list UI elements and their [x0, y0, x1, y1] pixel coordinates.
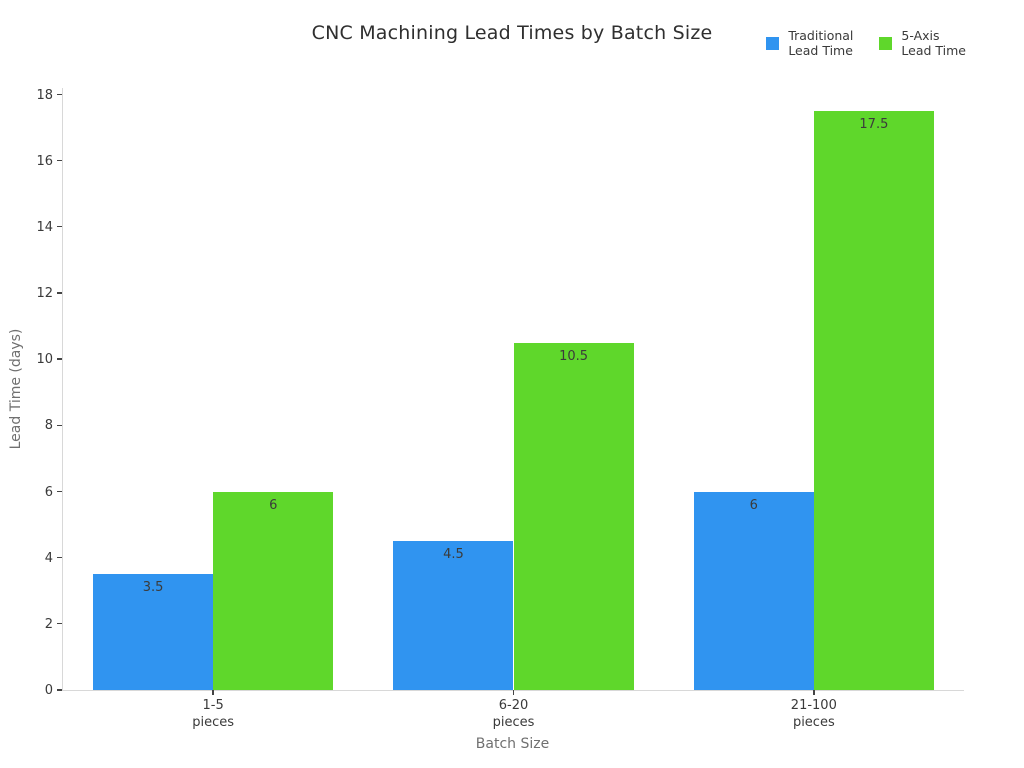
- y-tick-label: 12: [36, 286, 53, 302]
- y-tick-label: 6: [44, 484, 53, 500]
- y-tick-mark: [57, 556, 62, 559]
- y-tick-mark: [57, 159, 62, 162]
- plot-area: 0 2 4 6 8 10 12 14 16 18 1-5 pieces 3.5 6 6-20 pieces…: [36, 88, 964, 730]
- y-tick-mark: [57, 226, 62, 228]
- y-tick-label: 10: [36, 352, 53, 368]
- bar-traditional: 6: [693, 491, 814, 690]
- y-tick-label: 0: [44, 683, 53, 698]
- y-tick-mark: [57, 424, 62, 426]
- y-tick-mark: [57, 689, 62, 691]
- legend-item-traditional: Traditional Lead Time: [766, 28, 853, 58]
- chart-legend: Traditional Lead Time 5-Axis Lead Time: [766, 28, 966, 58]
- x-axis-title: Batch Size: [475, 736, 550, 752]
- bar-traditional: 4.5: [393, 541, 514, 690]
- bar-traditional: 3.5: [93, 574, 214, 690]
- y-tick-mark: [57, 490, 62, 493]
- chart-title: CNC Machining Lead Times by Batch Size: [311, 22, 713, 44]
- bar-value-label: 3.5: [142, 580, 164, 596]
- y-tick-mark: [57, 358, 62, 360]
- x-tick-mark: [813, 690, 815, 695]
- y-tick-label: 4: [44, 550, 53, 566]
- x-tick-label: 1-5 pieces: [192, 698, 235, 730]
- bar-5axis: 17.5: [813, 111, 934, 690]
- bar-value-label: 4.5: [443, 547, 464, 563]
- x-tick-label: 6-20 pieces: [492, 698, 535, 730]
- y-tick-mark: [57, 622, 62, 625]
- x-tick-label: 21-100 pieces: [790, 698, 837, 730]
- y-tick-label: 18: [36, 87, 53, 103]
- y-tick-mark: [57, 292, 62, 294]
- y-tick-label: 2: [44, 616, 53, 632]
- y-tick-label: 14: [36, 219, 53, 235]
- bar-5axis: 6: [213, 491, 334, 690]
- bar-5axis: 10.5: [513, 342, 634, 690]
- legend-swatch-icon: [766, 36, 780, 50]
- legend-swatch-icon: [879, 36, 893, 50]
- bar-value-label: 10.5: [559, 348, 589, 364]
- legend-label: Traditional Lead Time: [788, 28, 854, 58]
- x-tick-mark: [212, 690, 214, 695]
- bar-value-label: 6: [749, 497, 758, 513]
- bar-value-label: 6: [269, 497, 278, 513]
- bar-value-label: 17.5: [859, 117, 889, 133]
- y-tick-mark: [57, 93, 62, 96]
- x-tick-mark: [512, 690, 515, 695]
- y-tick-label: 16: [36, 153, 53, 169]
- legend-item-5axis: 5-Axis Lead Time: [879, 28, 966, 58]
- y-tick-label: 8: [44, 418, 53, 434]
- y-axis-title: Lead Time (days): [8, 328, 24, 450]
- legend-label: 5-Axis Lead Time: [901, 28, 966, 58]
